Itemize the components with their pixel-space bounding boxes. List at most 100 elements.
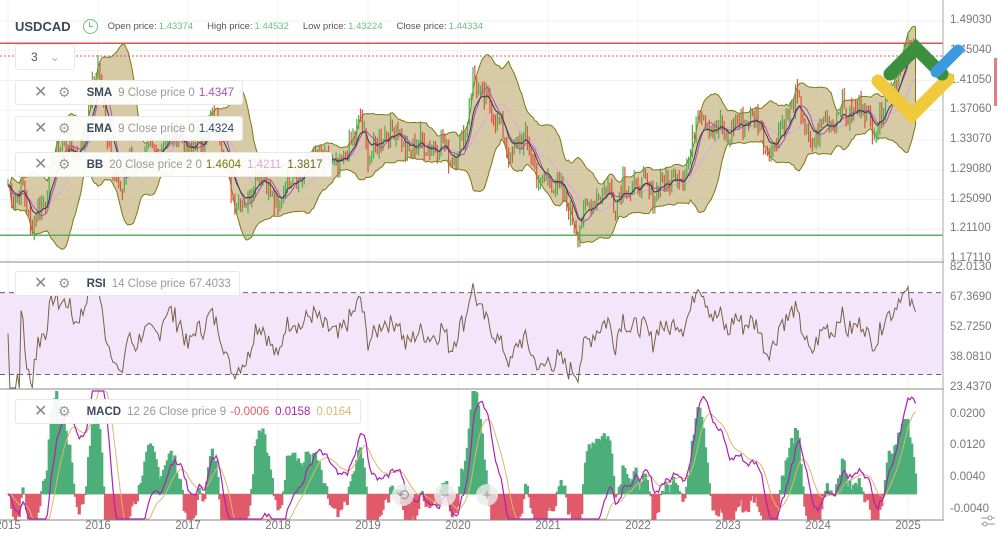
close-icon[interactable]: ✕ (34, 274, 48, 292)
price-axis-bg (944, 0, 998, 538)
macd-histogram-bar (908, 437, 912, 495)
macd-histogram-bar (98, 429, 102, 495)
macd-histogram-bar (233, 493, 237, 520)
macd-histogram-bar (405, 493, 409, 520)
macd-histogram-bar (475, 392, 479, 495)
reset-zoom-button[interactable]: ⟲ (392, 484, 414, 506)
timeframe-select[interactable]: 3 ⌄ (15, 44, 75, 70)
gear-icon[interactable]: ⚙ (58, 156, 71, 172)
rsi-band (0, 292, 943, 375)
macd-histogram-bar (87, 457, 91, 495)
macd-histogram-bar (154, 459, 158, 495)
year-tick-label: 2024 (805, 520, 831, 532)
macd-histogram-bar (327, 493, 331, 499)
macd-histogram-bar (750, 493, 754, 496)
macd-histogram-bar (169, 450, 173, 495)
macd-histogram-bar (610, 453, 614, 495)
macd-histogram-bar (460, 468, 464, 495)
macd-histogram-bar (158, 478, 162, 495)
macd-histogram-bar (906, 419, 910, 495)
year-tick-label: 2018 (265, 520, 291, 532)
macd-histogram-bar (570, 493, 574, 520)
macd-histogram-bar (188, 493, 192, 520)
macd-histogram-bar (413, 493, 417, 520)
macd-histogram-bar (576, 493, 580, 520)
gear-icon[interactable]: ⚙ (58, 275, 71, 291)
macd-histogram-bar (175, 472, 179, 495)
macd-histogram-bar (801, 486, 805, 495)
close-icon[interactable]: ✕ (34, 83, 48, 101)
macd-histogram-bar (696, 407, 700, 495)
macd-histogram-bar (730, 493, 734, 520)
macd-histogram-bar (497, 493, 501, 520)
macd-histogram-bar (415, 493, 419, 516)
macd-histogram-bar (634, 467, 638, 495)
macd-histogram-bar (572, 493, 576, 520)
axis-settings-icon[interactable] (980, 514, 996, 528)
macd-histogram-bar (673, 482, 678, 495)
macd-histogram-bar (132, 493, 136, 502)
macd-histogram-bar (192, 493, 196, 519)
macd-histogram-bar (465, 448, 469, 495)
macd-histogram-bar (630, 479, 634, 495)
macd-histogram-bar (619, 484, 623, 495)
symbol-name[interactable]: USDCAD (15, 19, 71, 34)
macd-histogram-bar (282, 491, 286, 495)
price-tick-label: 1.41050 (950, 73, 992, 86)
clock-icon[interactable] (82, 19, 98, 34)
indicator-name: EMA (86, 122, 113, 135)
macd-histogram-bar (115, 493, 119, 520)
indicator-name: BB (86, 158, 104, 171)
close-icon[interactable]: ✕ (34, 119, 48, 137)
macd-histogram-bar (117, 493, 121, 520)
minus-icon: − (440, 486, 450, 504)
macd-histogram-bar (525, 485, 529, 495)
macd-histogram-bar (792, 443, 796, 495)
macd-histogram-bar (585, 451, 589, 495)
zoom-in-button[interactable]: + (476, 484, 498, 506)
price-tick-label: 1.17110 (950, 252, 991, 264)
gear-icon[interactable]: ⚙ (58, 120, 71, 136)
macd-histogram-bar (81, 493, 85, 505)
gear-icon[interactable]: ⚙ (58, 403, 71, 419)
macd-histogram-bar (88, 445, 93, 495)
close-icon[interactable]: ✕ (34, 402, 48, 420)
macd-histogram-bar (784, 460, 788, 495)
macd-histogram-bar (51, 405, 55, 495)
macd-histogram-bar (732, 493, 736, 520)
macd-histogram-bar (357, 449, 361, 495)
macd-histogram-bar (548, 493, 552, 508)
macd-histogram-bar (793, 427, 798, 495)
macd-histogram-bar (651, 493, 655, 520)
macd-histogram-bar (325, 486, 329, 495)
macd-histogram-bar (133, 493, 138, 505)
gear-icon[interactable]: ⚙ (58, 84, 71, 100)
macd-histogram-bar (831, 493, 835, 495)
macd-histogram-bar (578, 493, 582, 520)
indicator-name: MACD (86, 405, 122, 418)
macd-histogram-bar (28, 493, 33, 520)
macd-histogram-bar (555, 491, 559, 495)
macd-histogram-bar (280, 493, 284, 506)
macd-histogram-bar (537, 493, 541, 520)
macd-histogram-bar (507, 493, 511, 520)
macd-histogram-bar (351, 473, 355, 495)
macd-histogram-bar (760, 493, 764, 516)
macd-histogram-bar (317, 461, 321, 495)
macd-histogram-bar (308, 454, 312, 495)
bb-upper-value: 1.4604 (205, 158, 242, 171)
close-icon[interactable]: ✕ (34, 155, 48, 173)
zoom-out-button[interactable]: − (434, 484, 456, 506)
macd-histogram-bar (126, 493, 130, 520)
macd-histogram-bar (865, 493, 869, 500)
macd-histogram-bar (904, 419, 908, 495)
macd-histogram-bar (720, 493, 724, 513)
macd-histogram-bar (763, 493, 768, 520)
macd-histogram-bar (863, 493, 867, 503)
macd-histogram-bar (702, 428, 706, 495)
macd-histogram-bar (514, 493, 518, 520)
macd-histogram-bar (107, 493, 111, 520)
open-label: Open price: (107, 21, 157, 32)
macd-signal-line (7, 390, 916, 520)
